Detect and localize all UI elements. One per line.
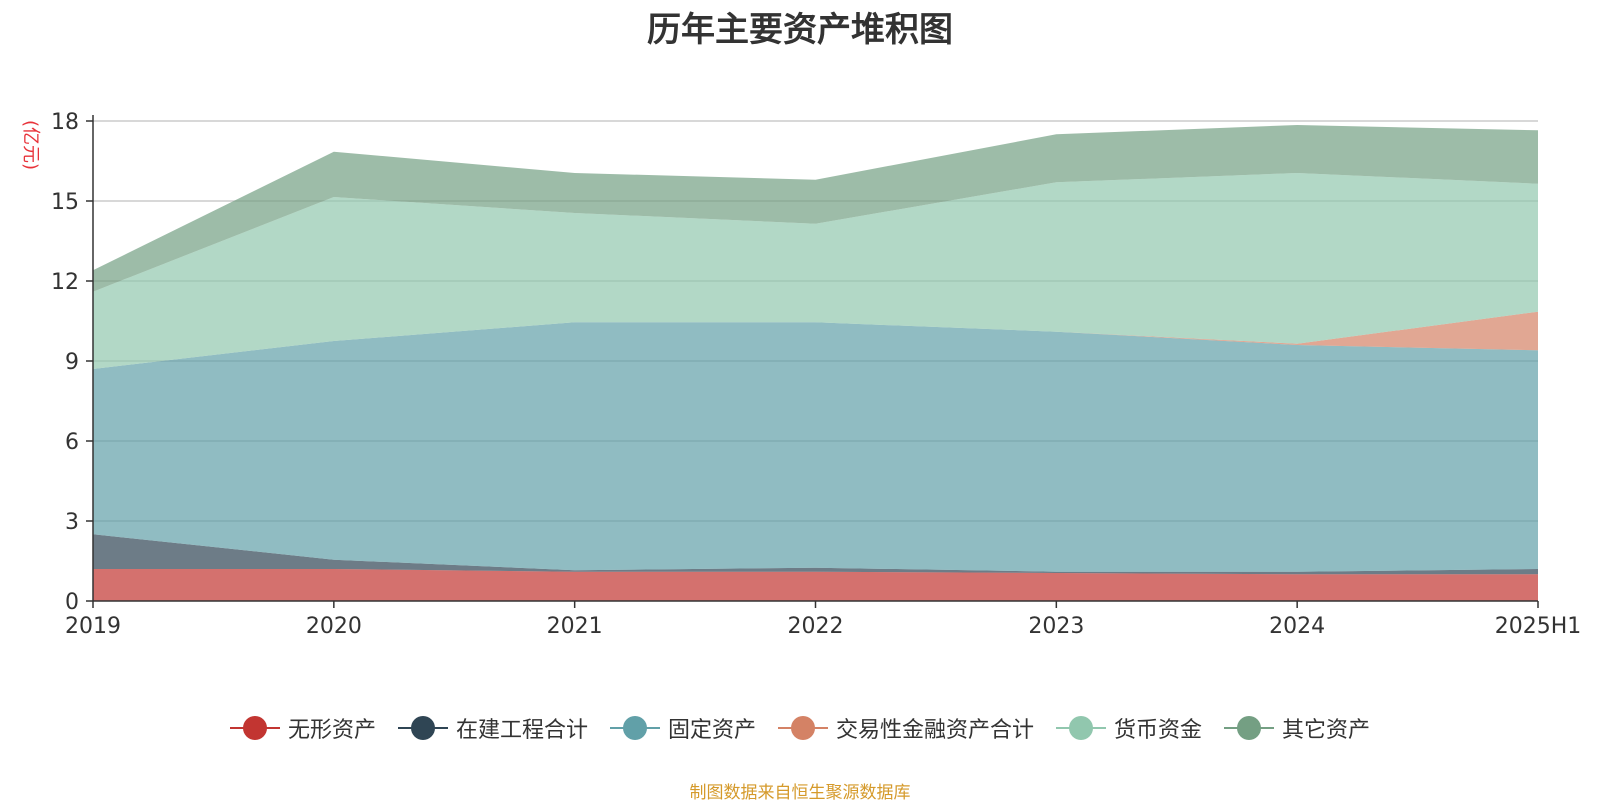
legend: 无形资产 在建工程合计 固定资产 交易性金融资产合计 货币资金 其它资产 <box>0 712 1600 744</box>
legend-marker <box>1224 713 1275 743</box>
legend-label: 在建工程合计 <box>455 718 588 743</box>
legend-item[interactable]: 交易性金融资产合计 <box>778 712 1034 744</box>
legend-label: 固定资产 <box>667 718 756 743</box>
legend-item[interactable]: 其它资产 <box>1224 712 1370 744</box>
y-tick-label: 15 <box>51 190 79 215</box>
stacked-area-chart: 0 3 6 9 12 15 18 2019 2020 2021 2022 2023 2024 2025H1… <box>20 110 1582 639</box>
area-series-5 <box>93 173 1538 369</box>
area-series-6 <box>93 125 1538 292</box>
legend-item[interactable]: 无形资产 <box>229 712 376 744</box>
x-tick-label: 2025H1 <box>1495 614 1582 639</box>
legend-marker <box>609 713 660 743</box>
y-tick-label: 18 <box>51 110 79 135</box>
legend-marker <box>397 713 448 743</box>
area-series-1 <box>93 569 1538 601</box>
legend-item[interactable]: 在建工程合计 <box>397 712 588 744</box>
legend-label: 无形资产 <box>287 718 376 743</box>
legend-item[interactable]: 货币资金 <box>1056 712 1202 744</box>
source-note: 制图数据来自恒生聚源数据库 <box>689 783 911 803</box>
legend-label: 交易性金融资产合计 <box>836 718 1035 743</box>
area-series-3 <box>93 322 1538 572</box>
y-tick-label: 6 <box>65 430 79 455</box>
legend-marker <box>1056 713 1107 743</box>
x-tick-label: 2019 <box>65 614 121 639</box>
legend-marker <box>778 713 828 743</box>
x-tick-label: 2021 <box>547 614 603 639</box>
x-tick-label: 2023 <box>1028 614 1084 639</box>
legend-label: 其它资产 <box>1282 718 1371 743</box>
legend-item[interactable]: 固定资产 <box>609 712 756 744</box>
x-tick-label: 2022 <box>788 614 844 639</box>
x-tick-label: 2020 <box>306 614 362 639</box>
y-tick-label: 3 <box>65 510 79 535</box>
y-axis-unit-label: (亿元) <box>20 120 41 170</box>
legend-label: 货币资金 <box>1114 718 1203 743</box>
x-tick-label: 2024 <box>1269 614 1325 639</box>
chart-title: 历年主要资产堆积图 <box>647 10 953 50</box>
y-tick-label: 12 <box>51 270 79 295</box>
y-tick-label: 0 <box>65 590 79 615</box>
legend-marker <box>229 713 280 743</box>
y-tick-label: 9 <box>65 350 79 375</box>
